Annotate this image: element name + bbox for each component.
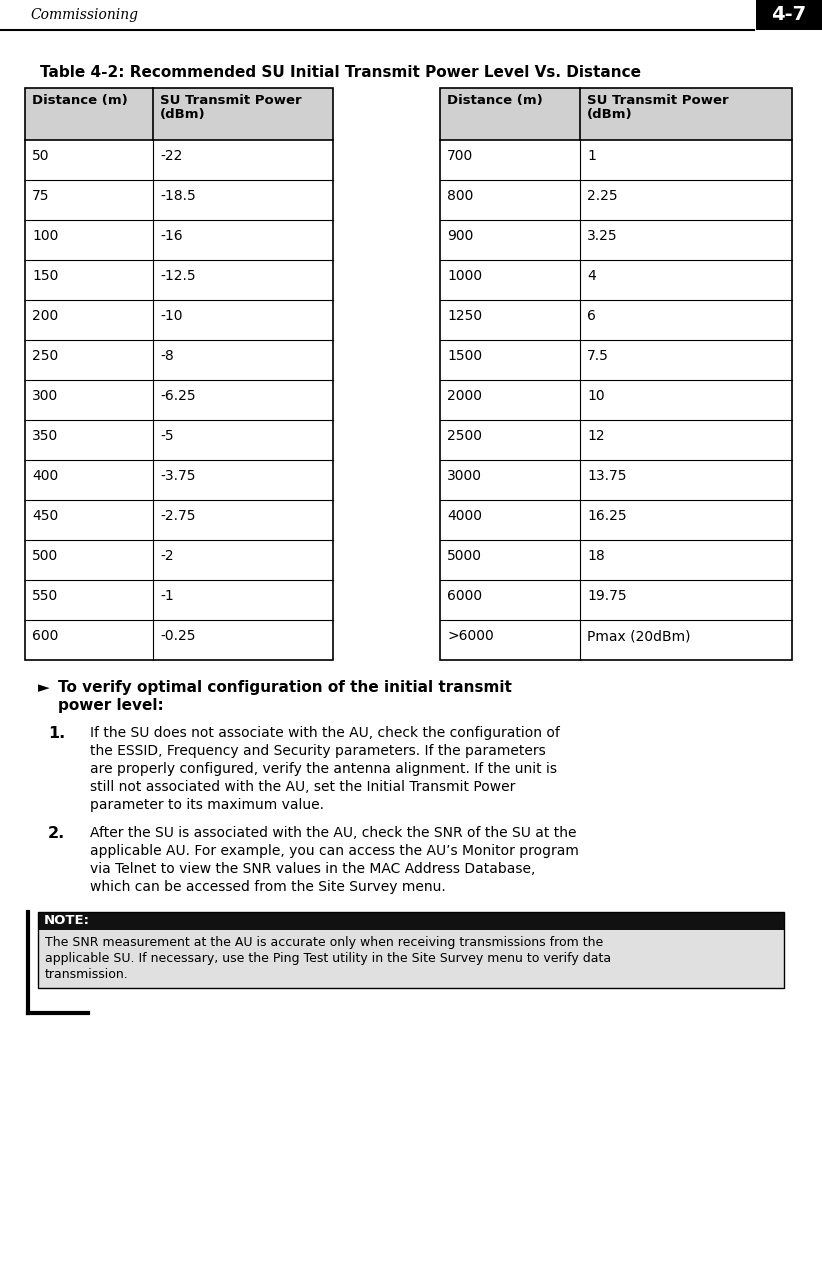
Text: 250: 250 [32,349,58,363]
Text: 300: 300 [32,388,58,403]
Text: still not associated with the AU, set the Initial Transmit Power: still not associated with the AU, set th… [90,781,515,793]
Text: 5000: 5000 [447,549,482,563]
Text: 550: 550 [32,589,58,603]
Text: -12.5: -12.5 [160,269,196,283]
Text: 1250: 1250 [447,309,483,323]
Text: Distance (m): Distance (m) [32,94,127,107]
Bar [440,87,792,660]
Text: 500: 500 [32,549,58,563]
Text: If the SU does not associate with the AU, check the configuration of: If the SU does not associate with the AU… [90,727,560,739]
Text: -2: -2 [160,549,173,563]
Text: transmission.: transmission. [45,968,129,981]
Text: Commissioning: Commissioning [30,8,138,22]
Text: -18.5: -18.5 [160,189,196,203]
Text: via Telnet to view the SNR values in the MAC Address Database,: via Telnet to view the SNR values in the… [90,862,535,876]
Text: -6.25: -6.25 [160,388,196,403]
Text: 450: 450 [32,509,58,523]
Text: 200: 200 [32,309,58,323]
Text: 13.75: 13.75 [587,469,626,484]
Text: SU Transmit Power: SU Transmit Power [160,94,302,107]
Text: -0.25: -0.25 [160,629,196,643]
Bar [440,87,792,140]
Text: 600: 600 [32,629,58,643]
Text: -16: -16 [160,229,182,243]
Text: -10: -10 [160,309,182,323]
Text: 7.5: 7.5 [587,349,609,363]
Text: 16.25: 16.25 [587,509,626,523]
Text: -2.75: -2.75 [160,509,196,523]
Text: 6: 6 [587,309,596,323]
Bar [25,87,333,140]
Text: 2500: 2500 [447,430,482,442]
Text: (dBm): (dBm) [160,108,206,121]
Text: applicable SU. If necessary, use the Ping Test utility in the Site Survey menu t: applicable SU. If necessary, use the Pin… [45,952,611,964]
Text: 6000: 6000 [447,589,483,603]
Text: are properly configured, verify the antenna alignment. If the unit is: are properly configured, verify the ante… [90,763,557,775]
Text: 19.75: 19.75 [587,589,626,603]
Text: 4-7: 4-7 [771,5,806,24]
Text: 150: 150 [32,269,58,283]
Text: 10: 10 [587,388,605,403]
Text: 2.25: 2.25 [587,189,617,203]
Bar [756,0,822,30]
Text: parameter to its maximum value.: parameter to its maximum value. [90,799,324,811]
Text: The SNR measurement at the AU is accurate only when receiving transmissions from: The SNR measurement at the AU is accurat… [45,936,603,949]
Text: SU Transmit Power: SU Transmit Power [587,94,728,107]
Text: 700: 700 [447,149,473,163]
Text: -1: -1 [160,589,173,603]
Text: 4: 4 [587,269,596,283]
Text: 3000: 3000 [447,469,482,484]
Text: ►: ► [38,680,50,694]
Text: To verify optimal configuration of the initial transmit: To verify optimal configuration of the i… [58,680,512,694]
Text: power level:: power level: [58,698,164,712]
Text: the ESSID, Frequency and Security parameters. If the parameters: the ESSID, Frequency and Security parame… [90,745,546,757]
Text: After the SU is associated with the AU, check the SNR of the SU at the: After the SU is associated with the AU, … [90,826,576,840]
Text: 3.25: 3.25 [587,229,617,243]
Text: 900: 900 [447,229,473,243]
Bar [38,930,784,988]
Text: 50: 50 [32,149,49,163]
Text: 400: 400 [32,469,58,484]
Text: Pmax (20dBm): Pmax (20dBm) [587,629,690,643]
Text: -8: -8 [160,349,173,363]
Text: Distance (m): Distance (m) [447,94,543,107]
Bar [38,912,784,930]
Text: which can be accessed from the Site Survey menu.: which can be accessed from the Site Surv… [90,880,446,894]
Bar [25,87,333,660]
Text: -22: -22 [160,149,182,163]
Text: 2.: 2. [48,826,65,841]
Text: 350: 350 [32,430,58,442]
Text: -3.75: -3.75 [160,469,196,484]
Text: -5: -5 [160,430,173,442]
Text: 1500: 1500 [447,349,483,363]
Text: 1: 1 [587,149,596,163]
Text: 2000: 2000 [447,388,482,403]
Text: 1000: 1000 [447,269,483,283]
Text: applicable AU. For example, you can access the AU’s Monitor program: applicable AU. For example, you can acce… [90,844,579,858]
Text: 4000: 4000 [447,509,482,523]
Text: >6000: >6000 [447,629,494,643]
Bar [38,912,784,988]
Text: (dBm): (dBm) [587,108,633,121]
Text: 100: 100 [32,229,58,243]
Text: 75: 75 [32,189,49,203]
Text: 18: 18 [587,549,605,563]
Text: 12: 12 [587,430,605,442]
Text: 800: 800 [447,189,473,203]
Text: Table 4-2: Recommended SU Initial Transmit Power Level Vs. Distance: Table 4-2: Recommended SU Initial Transm… [40,66,641,80]
Text: NOTE:: NOTE: [44,914,90,927]
Text: 1.: 1. [48,727,65,741]
